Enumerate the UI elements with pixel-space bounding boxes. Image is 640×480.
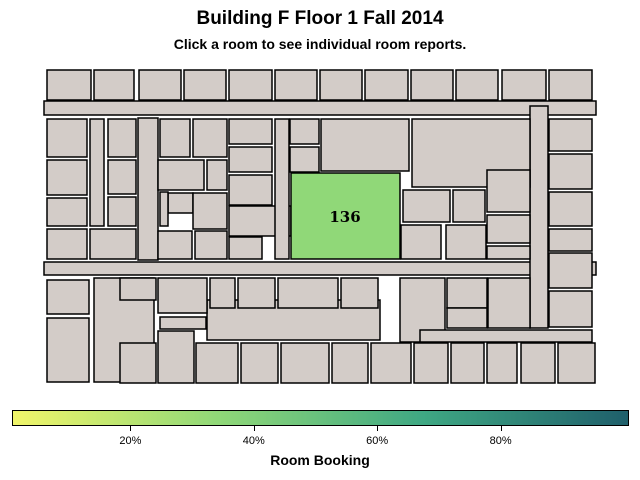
room[interactable] bbox=[159, 118, 191, 158]
scale-tick-label: 60% bbox=[366, 435, 389, 447]
room[interactable] bbox=[364, 69, 409, 101]
map-title: Building F Floor 1 Fall 2014 bbox=[196, 8, 444, 29]
scale-tick bbox=[253, 426, 255, 431]
room[interactable] bbox=[289, 146, 320, 173]
room[interactable] bbox=[274, 118, 290, 260]
room[interactable] bbox=[46, 279, 90, 315]
room[interactable] bbox=[548, 252, 593, 289]
room[interactable] bbox=[410, 69, 454, 101]
room[interactable] bbox=[138, 69, 182, 101]
room[interactable] bbox=[167, 192, 194, 214]
room[interactable] bbox=[157, 330, 195, 384]
room[interactable] bbox=[46, 228, 88, 260]
scale-tick-label: 20% bbox=[119, 435, 142, 447]
room[interactable] bbox=[46, 317, 90, 383]
scale-tick bbox=[130, 426, 132, 431]
color-scale-bar bbox=[12, 410, 629, 426]
scale-tick bbox=[500, 426, 502, 431]
room[interactable] bbox=[240, 342, 279, 384]
room-136[interactable] bbox=[290, 172, 401, 260]
room[interactable] bbox=[119, 342, 157, 384]
room[interactable] bbox=[206, 159, 228, 191]
room[interactable] bbox=[107, 118, 137, 158]
room[interactable] bbox=[228, 118, 273, 145]
legend-title: Room Booking bbox=[270, 452, 370, 468]
room[interactable] bbox=[43, 100, 597, 116]
room[interactable] bbox=[194, 230, 228, 260]
room[interactable] bbox=[548, 118, 593, 152]
room[interactable] bbox=[228, 236, 263, 260]
room[interactable] bbox=[209, 277, 236, 309]
room[interactable] bbox=[340, 277, 379, 309]
room[interactable] bbox=[46, 197, 88, 227]
room[interactable] bbox=[195, 342, 239, 384]
room[interactable] bbox=[450, 342, 485, 384]
room[interactable] bbox=[446, 307, 488, 329]
room[interactable] bbox=[46, 159, 88, 196]
room[interactable] bbox=[192, 192, 228, 230]
room[interactable] bbox=[445, 224, 487, 260]
room[interactable] bbox=[486, 342, 518, 384]
room[interactable] bbox=[413, 342, 449, 384]
scale-tick-label: 40% bbox=[242, 435, 265, 447]
room[interactable] bbox=[157, 159, 205, 191]
room[interactable] bbox=[137, 117, 159, 261]
room[interactable] bbox=[486, 245, 531, 260]
room[interactable] bbox=[107, 159, 137, 195]
room[interactable] bbox=[487, 277, 531, 329]
room[interactable] bbox=[400, 224, 442, 260]
room[interactable] bbox=[548, 228, 593, 252]
map-subtitle: Click a room to see individual room repo… bbox=[173, 36, 467, 52]
room[interactable] bbox=[370, 342, 412, 384]
room[interactable] bbox=[228, 174, 273, 206]
room[interactable] bbox=[46, 69, 92, 101]
room[interactable] bbox=[501, 69, 547, 101]
room[interactable] bbox=[520, 342, 556, 384]
room-136-label: 136 bbox=[329, 208, 360, 226]
room[interactable] bbox=[529, 105, 549, 329]
room[interactable] bbox=[237, 277, 276, 309]
room[interactable] bbox=[548, 191, 593, 227]
room[interactable] bbox=[548, 153, 593, 190]
room[interactable] bbox=[183, 69, 227, 101]
room[interactable] bbox=[159, 191, 169, 227]
room[interactable] bbox=[452, 189, 486, 223]
room[interactable] bbox=[277, 277, 339, 309]
room[interactable] bbox=[89, 228, 137, 260]
scale-tick bbox=[377, 426, 379, 431]
room[interactable] bbox=[320, 118, 410, 172]
room[interactable] bbox=[192, 118, 228, 158]
room[interactable] bbox=[557, 342, 596, 384]
room[interactable] bbox=[228, 146, 273, 173]
room[interactable] bbox=[46, 118, 88, 158]
room[interactable] bbox=[43, 261, 597, 276]
room[interactable] bbox=[159, 316, 207, 330]
room[interactable] bbox=[446, 277, 488, 309]
room[interactable] bbox=[280, 342, 330, 384]
room[interactable] bbox=[402, 189, 451, 223]
room[interactable] bbox=[228, 69, 273, 101]
room[interactable] bbox=[419, 329, 593, 343]
room[interactable] bbox=[455, 69, 499, 101]
room[interactable] bbox=[157, 230, 193, 260]
room[interactable] bbox=[89, 118, 105, 227]
room[interactable] bbox=[486, 169, 531, 213]
scale-tick-label: 80% bbox=[489, 435, 512, 447]
room[interactable] bbox=[319, 69, 363, 101]
room[interactable] bbox=[107, 196, 137, 227]
room[interactable] bbox=[486, 214, 531, 244]
room[interactable] bbox=[93, 69, 135, 101]
room[interactable] bbox=[157, 277, 208, 314]
room[interactable] bbox=[274, 69, 318, 101]
floor-plan: 136 bbox=[43, 69, 597, 384]
room[interactable] bbox=[119, 277, 157, 301]
room[interactable] bbox=[289, 118, 320, 145]
room[interactable] bbox=[331, 342, 369, 384]
room[interactable] bbox=[548, 290, 593, 328]
room[interactable] bbox=[548, 69, 593, 101]
